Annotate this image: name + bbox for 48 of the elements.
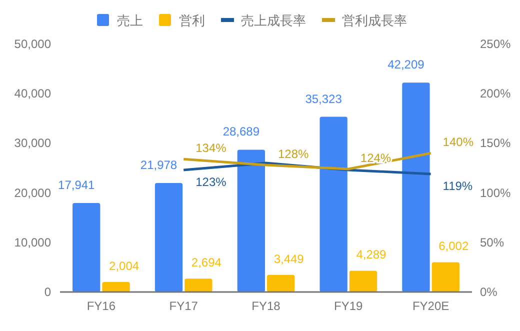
bar: [154, 182, 183, 292]
legend-label: 売上成長率: [241, 13, 306, 28]
data-label: 124%: [360, 150, 392, 165]
bar: [184, 278, 212, 292]
bar: [432, 262, 460, 292]
x-tick-label: FY19: [334, 299, 364, 313]
data-label: 21,978: [140, 158, 178, 172]
x-tick-label: FY17: [169, 299, 198, 313]
legend-label: 営利成長率: [342, 13, 407, 28]
y2-tick-label: 100%: [480, 186, 512, 200]
data-label: 17,941: [58, 178, 96, 192]
y-tick-label: 50,000: [14, 37, 52, 51]
data-label: 28,689: [222, 124, 260, 139]
data-label: 119%: [442, 178, 473, 193]
bar: [267, 274, 295, 292]
y2-tick-label: 250%: [480, 37, 512, 51]
y2-tick-label: 150%: [480, 136, 512, 150]
bar: [402, 82, 430, 292]
data-label: 6,002: [438, 239, 469, 254]
bar: [349, 270, 378, 292]
y-tick-label: 20,000: [14, 186, 52, 200]
y-tick-label: 40,000: [14, 86, 52, 101]
line-series: [182, 152, 432, 170]
data-label: 134%: [196, 141, 227, 156]
data-label: 140%: [442, 135, 474, 150]
data-label: 4,289: [356, 248, 387, 262]
bar: [72, 203, 100, 292]
x-tick-label: FY16: [86, 299, 116, 313]
data-label: 42,209: [388, 58, 425, 72]
data-label: 35,323: [305, 92, 342, 106]
data-label: 123%: [196, 174, 227, 189]
legend-label: 売上: [117, 13, 143, 28]
x-tick-label: FY20E: [412, 299, 450, 313]
bar: [237, 150, 265, 292]
data-label: 2,004: [109, 259, 140, 274]
bar: [102, 282, 130, 292]
y-tick-label: 10,000: [14, 235, 52, 250]
bar: [320, 116, 348, 292]
y-tick-label: 30,000: [14, 136, 52, 150]
y2-tick-label: 50%: [480, 235, 504, 250]
legend-label: 営利: [179, 13, 205, 28]
y-tick-label: 0: [44, 285, 52, 299]
x-tick-label: FY18: [252, 299, 281, 313]
data-label: 3,449: [274, 252, 304, 266]
y2-tick-label: 200%: [480, 86, 512, 101]
y2-tick-label: 0%: [480, 285, 498, 299]
data-label: 2,694: [191, 256, 222, 270]
data-label: 128%: [278, 147, 310, 162]
